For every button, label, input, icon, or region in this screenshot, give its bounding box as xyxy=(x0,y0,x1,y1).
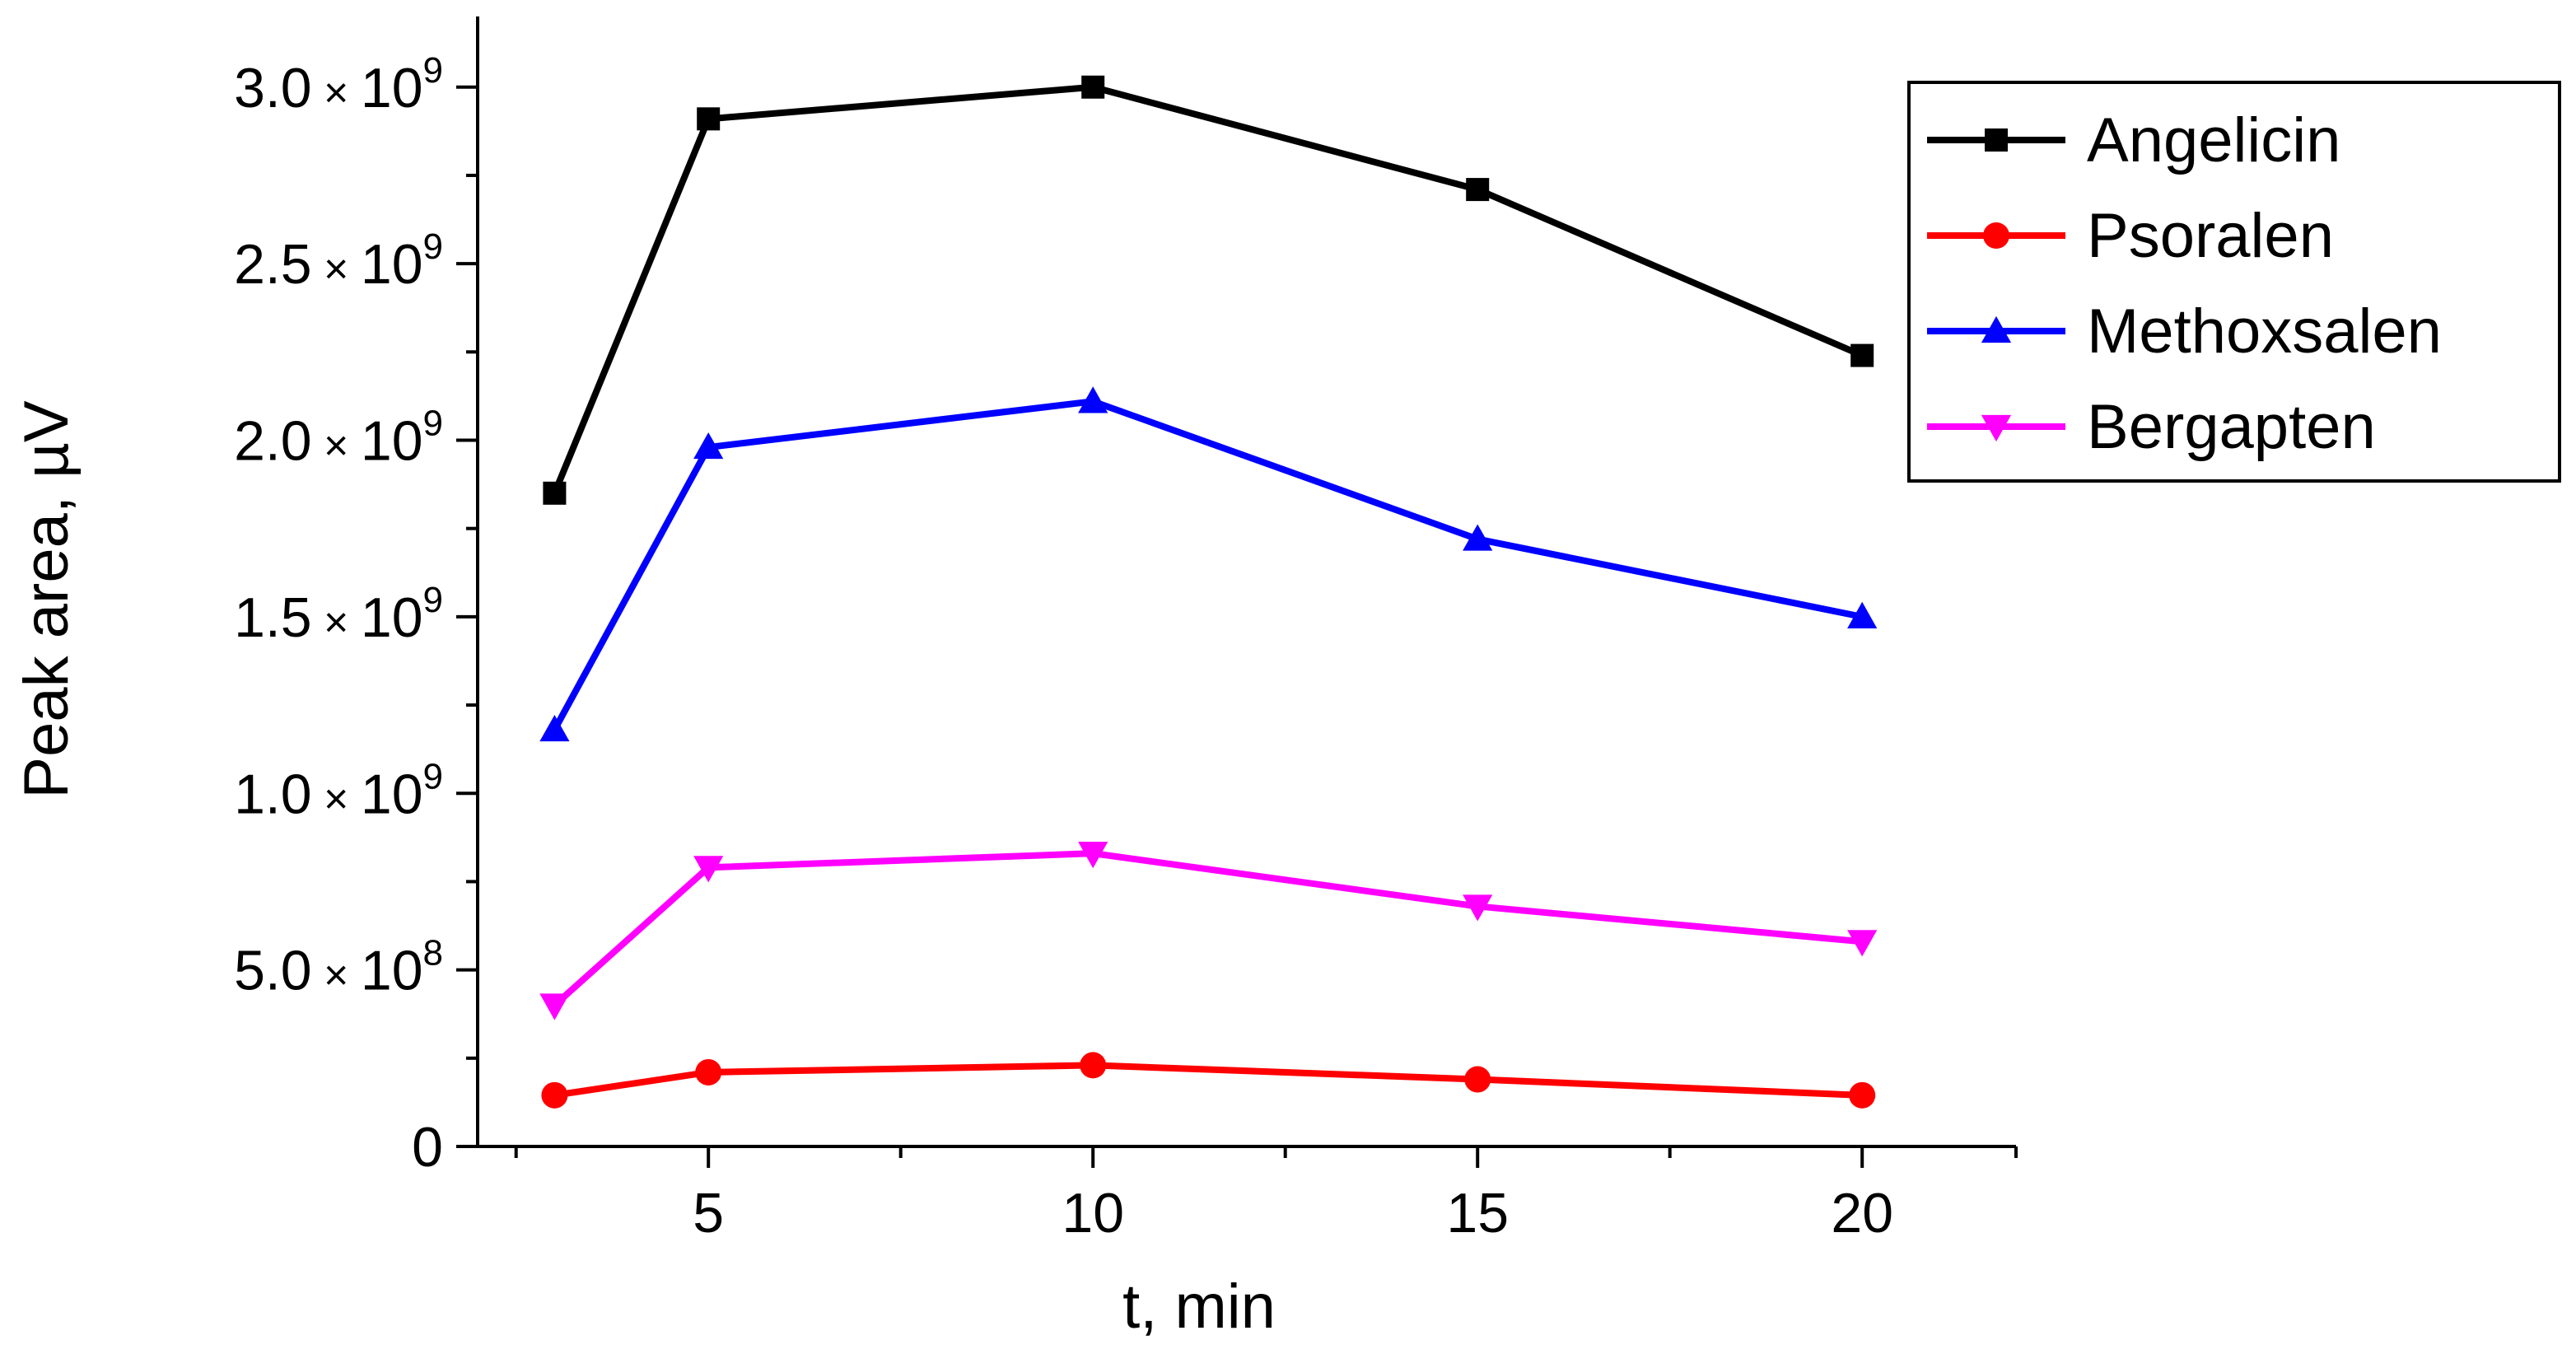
y-tick-mantissa: 2.0 xyxy=(234,410,312,473)
y-tick-base: 10 xyxy=(361,233,423,296)
y-tick-mantissa: 3.0 xyxy=(234,57,312,119)
data-point xyxy=(543,481,567,505)
x-tick-label: 10 xyxy=(1062,1182,1124,1244)
y-tick-exponent: 9 xyxy=(423,580,443,620)
y-tick-base: 10 xyxy=(361,57,423,119)
data-point xyxy=(1850,343,1874,367)
y-tick-label: 5.0 × 108 xyxy=(234,933,443,1002)
data-point xyxy=(693,432,724,460)
data-point xyxy=(1847,930,1878,957)
data-point xyxy=(693,856,724,883)
data-point xyxy=(1081,75,1105,99)
y-tick-base: 10 xyxy=(361,410,423,473)
legend-marker xyxy=(1985,128,2008,152)
data-point xyxy=(1080,1052,1107,1079)
legend-label: Methoxsalen xyxy=(2087,296,2442,367)
y-tick-base: 10 xyxy=(361,940,423,1002)
series-line xyxy=(551,83,1864,495)
data-point xyxy=(1463,894,1493,922)
x-tick-label: 20 xyxy=(1831,1182,1893,1244)
y-tick-times: × xyxy=(312,599,361,647)
y-tick-times: × xyxy=(312,69,361,117)
series-line xyxy=(551,398,1863,731)
legend: Angelicin Psoralen Methoxsalen Bergapten xyxy=(1907,81,2561,483)
legend-marker xyxy=(1983,222,2009,249)
y-tick-exponent: 9 xyxy=(423,50,443,91)
x-tick-label: 15 xyxy=(1446,1182,1509,1244)
legend-item: Methoxsalen xyxy=(1927,296,2442,367)
series-line xyxy=(553,1062,1863,1099)
data-point xyxy=(1078,386,1108,413)
legend-box xyxy=(1907,81,2561,483)
series-psoralen xyxy=(541,1052,1876,1109)
legend-marker xyxy=(1981,315,2012,343)
data-point xyxy=(539,714,570,742)
data-point xyxy=(695,1058,722,1086)
data-point xyxy=(1464,1066,1491,1093)
series-bergapten xyxy=(539,842,1878,1020)
data-point xyxy=(1463,524,1493,551)
y-tick-times: × xyxy=(312,775,361,823)
y-tick-times: × xyxy=(312,245,361,293)
y-tick-mantissa: 1.5 xyxy=(234,586,312,649)
y-tick-label: 2.5 × 109 xyxy=(234,226,443,296)
legend-item: Psoralen xyxy=(1927,201,2334,271)
y-tick-mantissa: 1.0 xyxy=(234,763,312,825)
y-tick-base: 10 xyxy=(361,763,423,825)
y-tick-exponent: 9 xyxy=(423,226,443,267)
legend-item: Angelicin xyxy=(1927,105,2340,175)
data-point xyxy=(1849,1081,1876,1109)
data-point xyxy=(541,1081,568,1109)
series-group xyxy=(539,75,1878,1109)
y-tick-exponent: 9 xyxy=(423,756,443,796)
y-tick-label: 1.0 × 109 xyxy=(234,756,443,825)
y-tick-exponent: 8 xyxy=(423,933,443,973)
legend-item: Bergapten xyxy=(1927,392,2376,462)
x-tick-label: 5 xyxy=(693,1182,724,1244)
y-tick-mantissa: 5.0 xyxy=(234,940,312,1002)
data-point xyxy=(697,107,721,131)
y-tick-mantissa: 2.5 xyxy=(234,233,312,296)
y-tick-label: 0 xyxy=(412,1116,443,1179)
series-methoxsalen xyxy=(539,386,1878,742)
y-tick-label: 2.0 × 109 xyxy=(234,404,443,473)
x-axis-label: t, min xyxy=(1122,1272,1276,1342)
series-line xyxy=(552,850,1863,1008)
y-tick-exponent: 9 xyxy=(423,404,443,444)
legend-label: Bergapten xyxy=(2087,392,2376,462)
y-tick-label: 1.5 × 109 xyxy=(234,580,443,649)
y-tick-label: 3.0 × 109 xyxy=(234,50,443,119)
y-axis-label: Peak area, µV xyxy=(12,400,82,798)
legend-marker xyxy=(1981,414,2012,442)
y-tick-times: × xyxy=(312,952,361,1000)
data-point xyxy=(1466,178,1490,202)
legend-label: Psoralen xyxy=(2087,201,2334,271)
data-point xyxy=(1847,601,1878,628)
y-tick-base: 10 xyxy=(361,586,423,649)
legend-label: Angelicin xyxy=(2087,105,2340,175)
series-angelicin xyxy=(543,75,1874,505)
data-point xyxy=(539,993,570,1020)
y-tick-times: × xyxy=(312,423,361,470)
data-point xyxy=(1078,842,1108,869)
